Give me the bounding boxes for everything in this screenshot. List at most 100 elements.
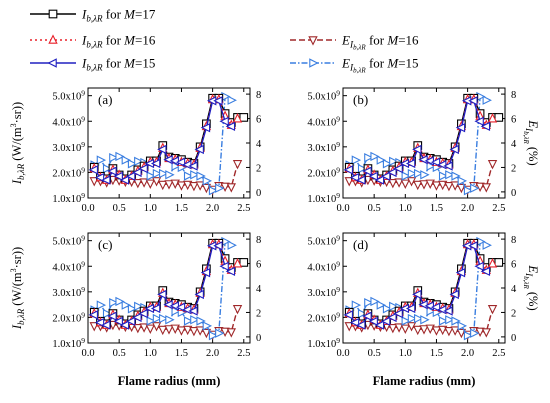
data-point-M15 xyxy=(356,320,366,330)
data-point-E15 xyxy=(426,306,436,316)
data-point-M15 xyxy=(393,308,403,319)
data-point-M17 xyxy=(239,113,249,122)
data-point-M15 xyxy=(188,306,198,316)
left-tick-label: 3.0x109 xyxy=(307,285,340,299)
right-tick-label: 6 xyxy=(511,260,516,271)
legend-label-M16: Ib,λR for M=16 xyxy=(81,33,156,50)
x-tick-label: 2.0 xyxy=(461,348,474,359)
data-point-E15 xyxy=(457,321,468,331)
data-point-E15 xyxy=(401,171,411,181)
data-point-M15 xyxy=(200,122,211,133)
data-point-E16 xyxy=(400,179,410,189)
data-point-M15 xyxy=(107,311,117,321)
left-tick-label: 2.0x109 xyxy=(307,165,340,179)
x-tick-label: 2.0 xyxy=(461,203,474,214)
data-point-E15 xyxy=(121,300,132,310)
data-point-M15 xyxy=(157,289,167,300)
left-tick-label: 5.0x109 xyxy=(307,89,340,103)
data-point-E16 xyxy=(164,325,174,335)
x-tick-label: 1.5 xyxy=(430,203,443,214)
data-point-M15 xyxy=(88,310,98,320)
data-point-E15 xyxy=(146,316,156,326)
data-point-M15 xyxy=(430,302,441,312)
x-tick-label: 0.0 xyxy=(81,348,94,359)
data-point-E15 xyxy=(152,313,163,324)
data-point-E15 xyxy=(115,151,125,162)
panels: 0.0 0.5 1.0 1.5 2.0 2.5 1.0x109 2.0x109 3.0x109 4… xyxy=(52,87,517,359)
data-point-M15 xyxy=(349,172,360,183)
data-point-E15 xyxy=(470,183,480,193)
data-point-M15 xyxy=(194,144,204,155)
right-tick-label: 4 xyxy=(256,139,262,150)
data-point-E16 xyxy=(400,324,410,334)
right-tick-label: 8 xyxy=(256,235,261,246)
data-point-M15 xyxy=(387,312,397,323)
data-point-M15 xyxy=(362,166,372,176)
data-point-E15 xyxy=(370,296,380,307)
data-point-E15 xyxy=(171,161,181,171)
data-point-E16 xyxy=(438,325,448,336)
right-tick-label: 0 xyxy=(256,333,261,344)
right-tick-label: 8 xyxy=(511,90,516,101)
right-axis-label: EIb,λR (%) xyxy=(522,119,540,165)
data-point-E16 xyxy=(220,182,230,193)
legend-entry-E15: EIb,λR for M=15 xyxy=(290,56,419,75)
data-point-E16 xyxy=(475,327,485,338)
data-point-E15 xyxy=(165,170,175,180)
x-tick-label: 0.5 xyxy=(368,348,381,359)
data-point-E15 xyxy=(482,240,492,250)
data-point-E15 xyxy=(470,328,480,338)
data-point-E15 xyxy=(364,297,374,308)
right-tick-label: 6 xyxy=(256,260,261,271)
data-point-M15 xyxy=(343,310,353,320)
data-point-E15 xyxy=(382,159,393,169)
data-point-E16 xyxy=(481,328,491,338)
data-point-E15 xyxy=(438,171,449,181)
right-tick-label: 0 xyxy=(511,333,516,344)
data-point-E16 xyxy=(164,180,174,190)
left-tick-label: 1.0x109 xyxy=(52,191,85,205)
x-tick-label: 1.0 xyxy=(399,203,412,214)
data-point-E16 xyxy=(226,183,236,193)
data-point-E15 xyxy=(96,300,107,310)
data-point-E15 xyxy=(196,171,206,181)
data-point-M15 xyxy=(150,303,161,314)
data-point-E15 xyxy=(115,296,125,307)
series-E15 xyxy=(90,236,237,341)
data-point-M16 xyxy=(487,258,498,268)
data-point-M15 xyxy=(405,303,416,314)
x-tick-label: 0.5 xyxy=(113,348,126,359)
legend-label-E16: EIb,λR for M=16 xyxy=(341,33,419,52)
data-point-E16 xyxy=(481,183,491,193)
data-point-M15 xyxy=(125,316,136,326)
legend-marker-M16 xyxy=(48,34,58,44)
right-tick-label: 8 xyxy=(256,90,261,101)
right-tick-label: 6 xyxy=(511,115,516,126)
data-point-M17 xyxy=(239,258,249,267)
data-point-M15 xyxy=(343,165,353,175)
data-point-M15 xyxy=(455,122,466,133)
left-tick-label: 1.0x109 xyxy=(307,191,340,205)
data-point-M17 xyxy=(494,113,504,122)
right-tick-label: 4 xyxy=(256,284,262,295)
data-point-M15 xyxy=(175,302,186,312)
right-tick-label: 2 xyxy=(511,308,516,319)
legend-label-M15: Ib,λR for M=15 xyxy=(81,56,155,73)
data-point-M15 xyxy=(380,316,391,326)
data-point-E15 xyxy=(202,176,213,186)
panel-c: 0.0 0.5 1.0 1.5 2.0 2.5 1.0x109 2.0x109 3.0x109 4… xyxy=(52,232,262,359)
data-point-M15 xyxy=(138,163,148,174)
data-point-M16 xyxy=(232,258,243,268)
data-point-E15 xyxy=(134,301,144,312)
data-point-M15 xyxy=(88,165,98,175)
data-point-E15 xyxy=(357,163,368,174)
left-axis-label: Ib,λR (W/(m3·sr)) xyxy=(9,102,26,185)
data-point-M15 xyxy=(101,175,111,185)
data-point-M15 xyxy=(175,157,186,167)
left-tick-label: 5.0x109 xyxy=(307,234,340,248)
data-point-M15 xyxy=(455,267,466,278)
data-point-E15 xyxy=(364,152,374,163)
data-point-E15 xyxy=(376,300,387,310)
data-point-E15 xyxy=(426,161,436,171)
data-point-E16 xyxy=(176,181,187,191)
